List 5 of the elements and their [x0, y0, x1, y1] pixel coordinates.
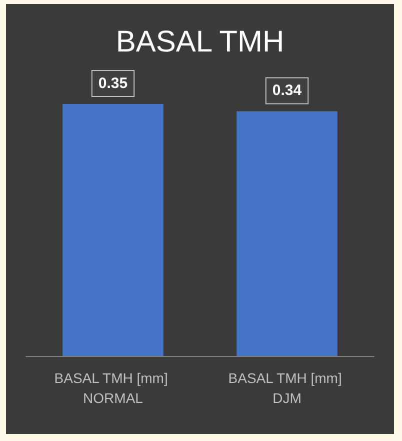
x-tick-label: BASAL TMH [mm] NORMAL: [54, 370, 172, 406]
x-tick-label: BASAL TMH [mm] DJM: [228, 370, 346, 406]
chart-title: BASAL TMH: [116, 26, 284, 58]
data-label: 0.34: [272, 82, 302, 100]
data-label: 0.35: [98, 75, 128, 92]
